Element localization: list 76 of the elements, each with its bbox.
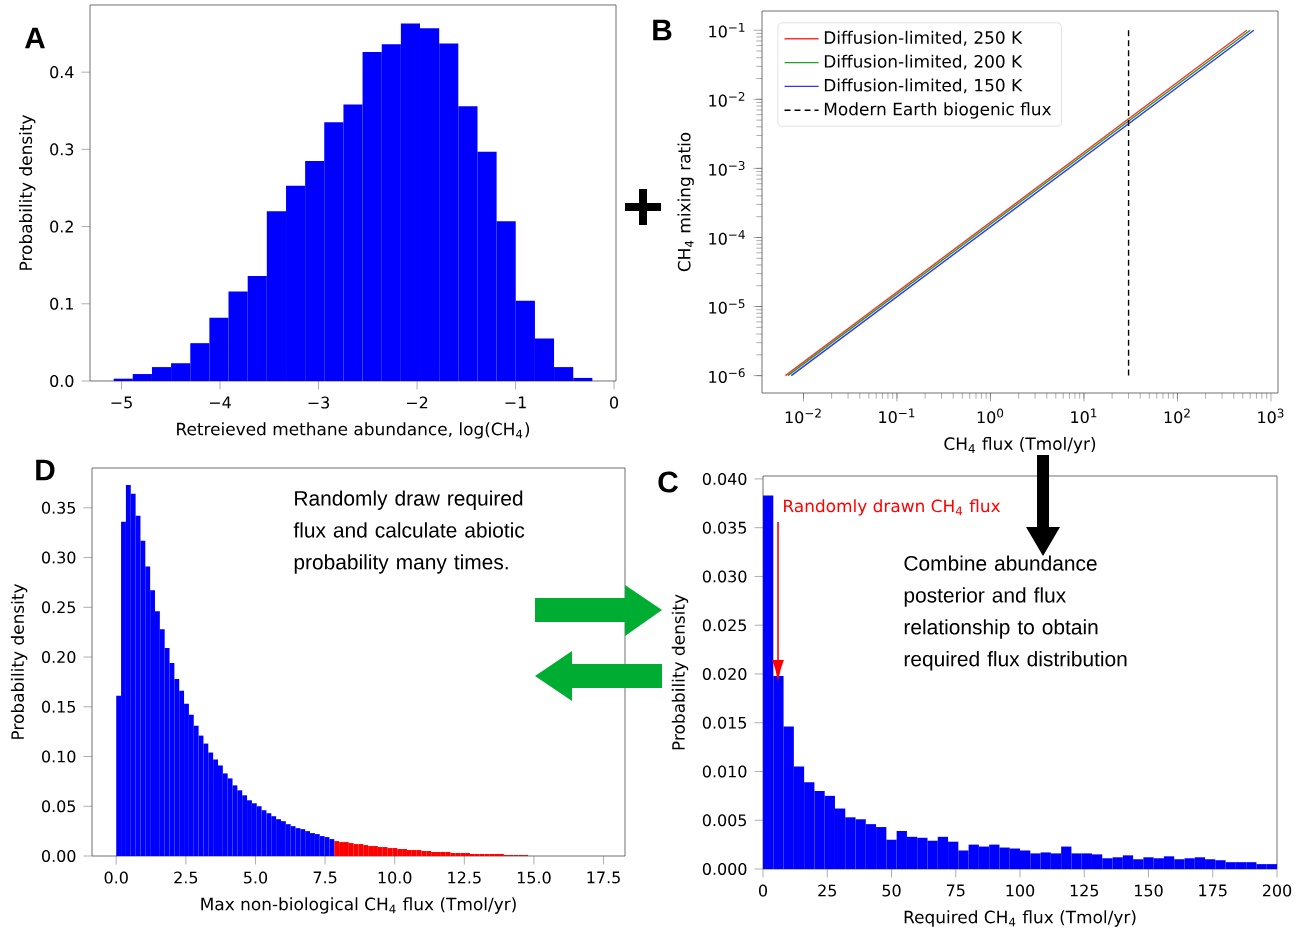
x-tick-label: 0 <box>759 884 768 897</box>
x-tick-label: 7.5 <box>313 871 337 884</box>
y-tick-label: 10$^{−3}$ <box>709 161 745 176</box>
y-tick-label: 0.035 <box>702 521 747 534</box>
x-tick-label: 10.0 <box>378 871 412 884</box>
y-tick-label: 0.1 <box>50 297 73 310</box>
legend-label: Diffusion-limited, 250 K <box>824 30 1023 46</box>
x-tick-label: 150 <box>1135 884 1163 897</box>
x-axis-title: Required CH$_{4}$ flux (Tmol/yr) <box>904 910 1136 927</box>
y-tick-label: 10$^{−5}$ <box>709 299 745 314</box>
x-tick-label: 50 <box>882 884 901 897</box>
y-tick-label: 0.2 <box>50 220 73 233</box>
x-tick-label: 2.5 <box>174 871 198 884</box>
y-tick-label: 0.00 <box>42 849 76 863</box>
y-tick-label: 0.20 <box>42 650 76 664</box>
y-tick-label: 0.15 <box>42 700 76 713</box>
x-tick-label: 12.5 <box>448 871 481 884</box>
y-tick-label: 0.0 <box>50 374 74 388</box>
x-tick-label: 100 <box>1006 884 1035 897</box>
y-tick-label: 0.025 <box>702 619 747 632</box>
annotation: Combine abundance posterior and flux relationship to obtain required flux distribution <box>904 555 1127 671</box>
x-tick-label: 0.0 <box>104 871 128 884</box>
x-tick-label: 17.5 <box>587 871 620 884</box>
y-tick-label: 10$^{−2}$ <box>709 91 745 107</box>
chart-title: C <box>658 471 678 493</box>
x-tick-label: 10$^{3}$ <box>1258 408 1284 424</box>
x-tick-label: 75 <box>946 884 965 897</box>
x-tick-label: −3 <box>308 396 330 409</box>
legend-label: Diffusion-limited, 200 K <box>824 54 1023 70</box>
y-tick-label: 10$^{−6}$ <box>709 368 745 383</box>
x-tick-label: 10$^{2}$ <box>1164 408 1190 424</box>
x-tick-label: 125 <box>1070 884 1099 897</box>
x-axis-title: Max non-biological CH$_{4}$ flux (Tmol/yr) <box>201 897 516 914</box>
y-tick-label: 0.015 <box>702 716 747 729</box>
y-tick-label: 0.10 <box>42 750 76 763</box>
x-tick-label: −5 <box>111 396 132 409</box>
annotation: Randomly drawn CH$_{4}$ flux <box>784 499 1001 516</box>
y-tick-label: 0.020 <box>702 667 747 680</box>
y-tick-label: 10$^{−1}$ <box>709 22 745 38</box>
y-tick-label: 0.35 <box>42 501 76 514</box>
x-axis-title: Retreieved methane abundance, log(CH$_{4}$) <box>177 422 530 439</box>
x-tick-label: −4 <box>209 396 231 409</box>
chart-title: D <box>36 459 55 481</box>
x-tick-label: 25 <box>818 884 836 897</box>
y-tick-label: 0.010 <box>702 765 747 778</box>
x-tick-label: 200 <box>1262 884 1292 897</box>
text: A <box>24 27 45 49</box>
y-axis-title: Probability density <box>10 583 28 739</box>
chart-title: B <box>653 19 672 41</box>
y-tick-label: 0.30 <box>42 551 76 564</box>
legend-label: Diffusion-limited, 150 K <box>824 78 1023 94</box>
y-tick-label: 10$^{−4}$ <box>709 230 745 245</box>
annotation: Randomly draw required flux and calculate abiotic probability many times. <box>293 490 525 574</box>
x-tick-label: 175 <box>1199 884 1227 897</box>
y-tick-label: 0.000 <box>702 862 747 876</box>
x-axis-title: CH$_{4}$ flux (Tmol/yr) <box>944 436 1096 454</box>
x-tick-label: 0 <box>610 396 619 409</box>
x-tick-label: 10$^{1}$ <box>1071 408 1097 424</box>
y-tick-label: 0.3 <box>50 143 74 156</box>
y-tick-label: 0.4 <box>50 66 74 79</box>
y-tick-label: 0.030 <box>702 570 747 583</box>
y-axis-title: Probability density <box>19 114 36 270</box>
legend-label: Modern Earth biogenic flux <box>824 102 1052 119</box>
x-tick-label: 5.0 <box>244 871 268 884</box>
x-tick-label: 10$^{−1}$ <box>879 408 915 424</box>
y-tick-label: 0.005 <box>702 814 747 827</box>
x-tick-label: −1 <box>505 396 526 409</box>
y-tick-label: 0.040 <box>702 472 747 485</box>
x-tick-label: −2 <box>406 396 428 409</box>
y-tick-label: 0.05 <box>42 800 76 813</box>
y-tick-label: 0.25 <box>42 601 76 614</box>
x-tick-label: 10$^{−2}$ <box>785 408 821 424</box>
x-tick-label: 10$^{0}$ <box>977 408 1004 424</box>
y-axis-title: CH$_{4}$ mixing ratio <box>677 132 694 272</box>
y-axis-title: Probability density <box>671 594 689 750</box>
x-tick-label: 15.0 <box>517 871 551 884</box>
